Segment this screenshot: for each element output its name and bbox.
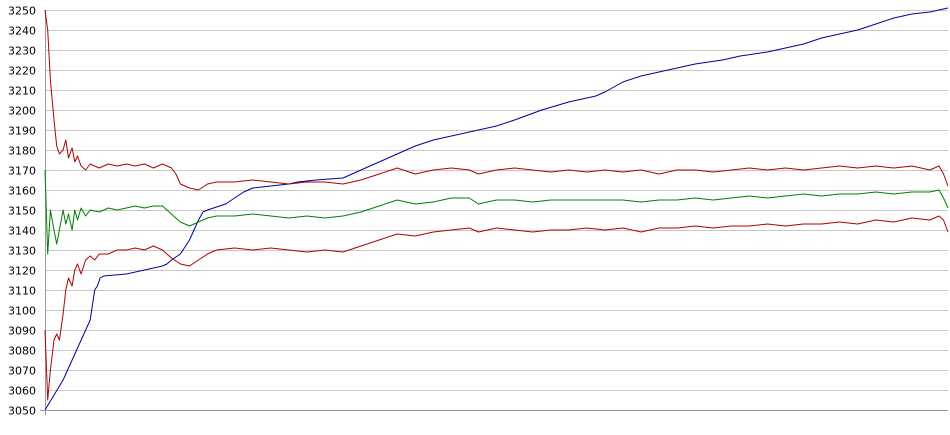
series-line-3 xyxy=(44,215,949,401)
series-lines xyxy=(44,7,949,411)
series-line-4 xyxy=(44,169,949,255)
y-tick-label-3190: 3190 xyxy=(8,125,36,138)
y-axis-tick-labels: 3050 3060 3070 3080 3090 3100 3110 3120 3130 3140… xyxy=(8,5,36,418)
y-tick-label-3160: 3160 xyxy=(8,185,36,198)
y-tick-label-3250: 3250 xyxy=(8,5,36,18)
y-tick-label-3100: 3100 xyxy=(8,305,36,318)
y-tick-label-3110: 3110 xyxy=(8,285,36,298)
y-tick-label-3230: 3230 xyxy=(8,45,36,58)
y-tick-label-3220: 3220 xyxy=(8,65,36,78)
series-line-2 xyxy=(44,9,949,191)
y-tick-label-3130: 3130 xyxy=(8,245,36,258)
y-tick-label-3120: 3120 xyxy=(8,265,36,278)
y-tick-label-3080: 3080 xyxy=(8,345,36,358)
y-tick-label-3060: 3060 xyxy=(8,385,36,398)
y-tick-label-3240: 3240 xyxy=(8,25,36,38)
y-tick-label-3200: 3200 xyxy=(8,105,36,118)
y-tick-label-3150: 3150 xyxy=(8,205,36,218)
y-tick-label-3140: 3140 xyxy=(8,225,36,238)
gridlines xyxy=(45,10,948,411)
y-tick-label-3070: 3070 xyxy=(8,365,36,378)
y-tick-label-3090: 3090 xyxy=(8,325,36,338)
y-tick-label-3050: 3050 xyxy=(8,405,36,418)
y-tick-label-3180: 3180 xyxy=(8,145,36,158)
y-tick-label-3170: 3170 xyxy=(8,165,36,178)
series-line-1 xyxy=(44,7,949,411)
y-tick-label-3210: 3210 xyxy=(8,85,36,98)
